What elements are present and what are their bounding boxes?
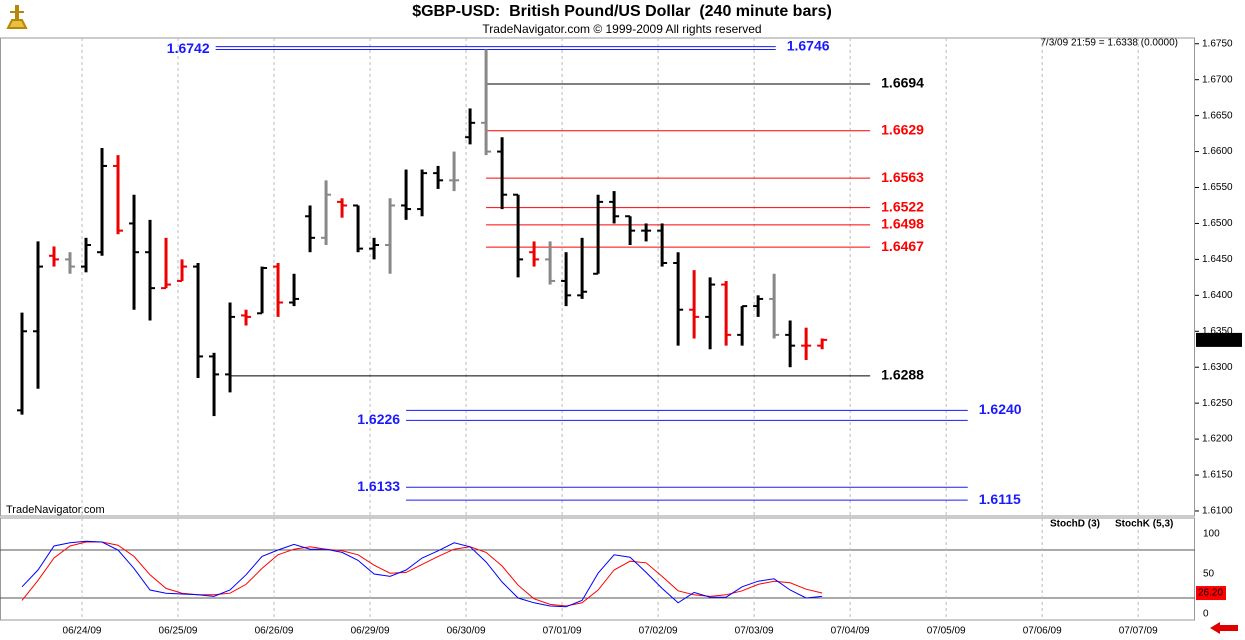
legend-entry: StochD (3) xyxy=(1050,519,1100,530)
y-tick-label: 1.6550 xyxy=(1202,182,1233,193)
x-tick-label: 06/30/09 xyxy=(447,626,486,637)
last-value-box xyxy=(1196,586,1226,601)
status-text: 7/3/09 21:59 = 1.6338 (0.0000) xyxy=(1040,38,1178,49)
x-tick-label: 07/01/09 xyxy=(543,626,582,637)
logo xyxy=(6,5,28,29)
price-panel-frame xyxy=(0,37,1195,517)
y-tick-label: 1.6600 xyxy=(1202,146,1233,157)
y-tick-label: 1.6250 xyxy=(1202,398,1233,409)
y-tick-label: 1.6450 xyxy=(1202,254,1233,265)
y-tick-label: 1.6350 xyxy=(1202,326,1233,337)
level-label: 1.6498 xyxy=(881,216,924,232)
watermark: TradeNavigator.com xyxy=(6,504,105,516)
stoch-panel-frame xyxy=(0,517,1195,621)
y-tick-label: 1.6150 xyxy=(1202,470,1233,481)
x-tick-label: 07/04/09 xyxy=(831,626,870,637)
y-tick-label: 1.6500 xyxy=(1202,218,1233,229)
x-tick-label: 07/07/09 xyxy=(1119,626,1158,637)
legend-entry: StochK (5,3) xyxy=(1115,519,1173,530)
x-tick-label: 07/06/09 xyxy=(1023,626,1062,637)
chart-title: $GBP-USD: British Pound/US Dollar (240 m… xyxy=(412,3,832,20)
chart-subtitle: TradeNavigator.com © 1999-2009 All right… xyxy=(482,22,761,36)
level-label: 1.6522 xyxy=(881,198,924,214)
x-tick-label: 07/03/09 xyxy=(735,626,774,637)
level-label: 1.6226 xyxy=(357,411,400,427)
y-tick-label: 1.6300 xyxy=(1202,362,1233,373)
x-tick-label: 06/29/09 xyxy=(351,626,390,637)
y-tick-label: 1.6650 xyxy=(1202,110,1233,121)
level-label: 1.6563 xyxy=(881,169,924,185)
x-tick-label: 07/05/09 xyxy=(927,626,966,637)
x-tick-label: 07/02/09 xyxy=(639,626,678,637)
x-tick-label: 06/26/09 xyxy=(255,626,294,637)
last-price-box xyxy=(1196,332,1242,347)
y-tick-label: 100 xyxy=(1203,529,1220,540)
stoch-line xyxy=(21,541,823,607)
level-label: 1.6746 xyxy=(787,37,830,53)
last-value-label: 26.20 xyxy=(1198,588,1223,599)
y-tick-label: 50 xyxy=(1203,569,1215,580)
level-label: 1.6629 xyxy=(881,121,924,137)
last-price-label: 1.6338 xyxy=(1199,335,1230,346)
y-tick-label: 1.6750 xyxy=(1202,38,1233,49)
level-label: 1.6240 xyxy=(979,401,1022,417)
scroll-arrow[interactable] xyxy=(1210,622,1238,634)
x-tick-label: 06/24/09 xyxy=(63,626,102,637)
y-tick-label: 1.6100 xyxy=(1202,506,1233,517)
x-tick-label: 06/25/09 xyxy=(159,626,198,637)
level-label: 1.6467 xyxy=(881,238,924,254)
level-label: 1.6115 xyxy=(979,491,1021,507)
stoch-line xyxy=(21,540,823,608)
y-tick-label: 1.6700 xyxy=(1202,74,1233,85)
level-label: 1.6742 xyxy=(167,40,210,56)
level-label: 1.6694 xyxy=(881,75,924,91)
y-tick-label: 0 xyxy=(1203,609,1209,620)
y-tick-label: 1.6200 xyxy=(1202,434,1233,445)
y-tick-label: 1.6400 xyxy=(1202,290,1233,301)
level-label: 1.6288 xyxy=(881,367,924,383)
level-label: 1.6133 xyxy=(357,478,400,494)
